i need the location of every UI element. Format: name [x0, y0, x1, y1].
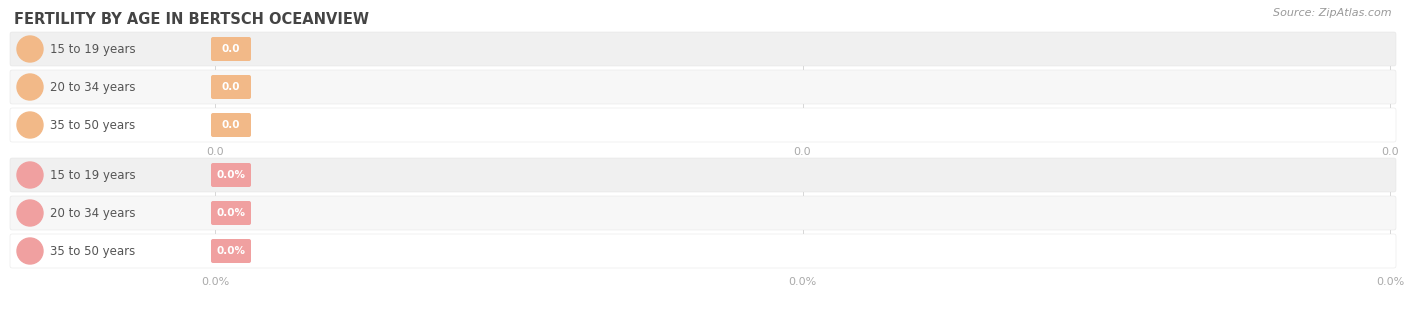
Text: 20 to 34 years: 20 to 34 years: [51, 207, 135, 219]
FancyBboxPatch shape: [211, 75, 252, 99]
Text: 0.0: 0.0: [207, 147, 224, 157]
Text: 35 to 50 years: 35 to 50 years: [51, 245, 135, 257]
Text: 0.0%: 0.0%: [1376, 277, 1405, 287]
FancyBboxPatch shape: [10, 70, 1396, 104]
FancyBboxPatch shape: [211, 37, 252, 61]
Text: 20 to 34 years: 20 to 34 years: [51, 81, 135, 93]
Text: 0.0: 0.0: [222, 120, 240, 130]
Text: 0.0%: 0.0%: [201, 277, 229, 287]
Text: Source: ZipAtlas.com: Source: ZipAtlas.com: [1274, 8, 1392, 18]
Text: 35 to 50 years: 35 to 50 years: [51, 118, 135, 131]
Text: 0.0%: 0.0%: [217, 208, 246, 218]
Text: 15 to 19 years: 15 to 19 years: [51, 169, 135, 182]
Circle shape: [17, 162, 44, 188]
FancyBboxPatch shape: [10, 158, 1396, 192]
Text: 0.0%: 0.0%: [217, 170, 246, 180]
Circle shape: [17, 36, 44, 62]
Circle shape: [17, 238, 44, 264]
Text: 0.0: 0.0: [794, 147, 811, 157]
Circle shape: [17, 200, 44, 226]
Circle shape: [17, 74, 44, 100]
FancyBboxPatch shape: [211, 239, 252, 263]
Text: 0.0: 0.0: [222, 82, 240, 92]
FancyBboxPatch shape: [10, 32, 1396, 66]
Text: 0.0%: 0.0%: [217, 246, 246, 256]
Text: 0.0: 0.0: [1381, 147, 1399, 157]
Text: 0.0: 0.0: [222, 44, 240, 54]
FancyBboxPatch shape: [211, 113, 252, 137]
Text: 15 to 19 years: 15 to 19 years: [51, 43, 135, 55]
FancyBboxPatch shape: [10, 196, 1396, 230]
Text: FERTILITY BY AGE IN BERTSCH OCEANVIEW: FERTILITY BY AGE IN BERTSCH OCEANVIEW: [14, 12, 368, 27]
FancyBboxPatch shape: [211, 163, 252, 187]
Text: 0.0%: 0.0%: [789, 277, 817, 287]
FancyBboxPatch shape: [211, 201, 252, 225]
FancyBboxPatch shape: [10, 234, 1396, 268]
FancyBboxPatch shape: [10, 108, 1396, 142]
Circle shape: [17, 112, 44, 138]
